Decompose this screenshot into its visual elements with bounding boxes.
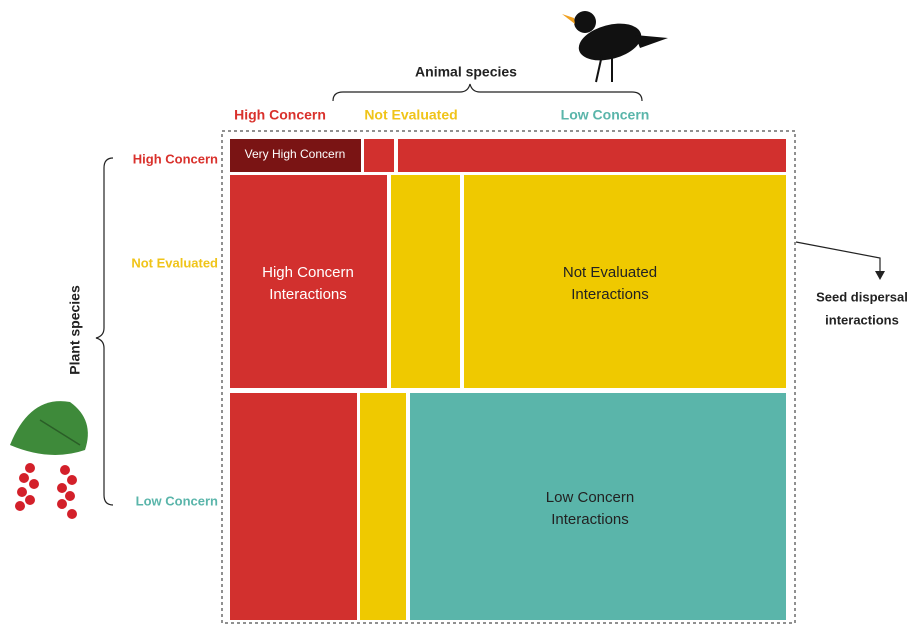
cell-label: Very High Concern bbox=[245, 147, 346, 161]
cell-label: Interactions bbox=[551, 511, 629, 528]
cell-label: Low Concern bbox=[546, 489, 634, 506]
brace-left bbox=[95, 157, 114, 506]
animal-title: Animal species bbox=[415, 64, 517, 80]
brace-top bbox=[332, 83, 643, 102]
cell-label: Interactions bbox=[571, 286, 649, 303]
mosaic-frame bbox=[221, 130, 796, 624]
annotation: interactions bbox=[825, 312, 899, 327]
animal-category: Not Evaluated bbox=[364, 107, 457, 123]
plant-title: Plant species bbox=[67, 285, 83, 375]
mosaic bbox=[230, 139, 786, 620]
currant-icon bbox=[10, 401, 88, 519]
plant-category: High Concern bbox=[133, 151, 218, 166]
cell-label: Not Evaluated bbox=[563, 264, 657, 281]
plant-category: Not Evaluated bbox=[131, 255, 218, 270]
annotation: Seed dispersal bbox=[816, 289, 908, 304]
animal-category: High Concern bbox=[234, 107, 326, 123]
blackbird-icon bbox=[562, 11, 668, 83]
arrow-head bbox=[875, 271, 885, 280]
annotation-arrow bbox=[795, 241, 881, 272]
plant-category: Low Concern bbox=[136, 493, 218, 508]
cell-label: Interactions bbox=[269, 286, 347, 303]
animal-category: Low Concern bbox=[561, 107, 650, 123]
cell-label: High Concern bbox=[262, 264, 354, 281]
